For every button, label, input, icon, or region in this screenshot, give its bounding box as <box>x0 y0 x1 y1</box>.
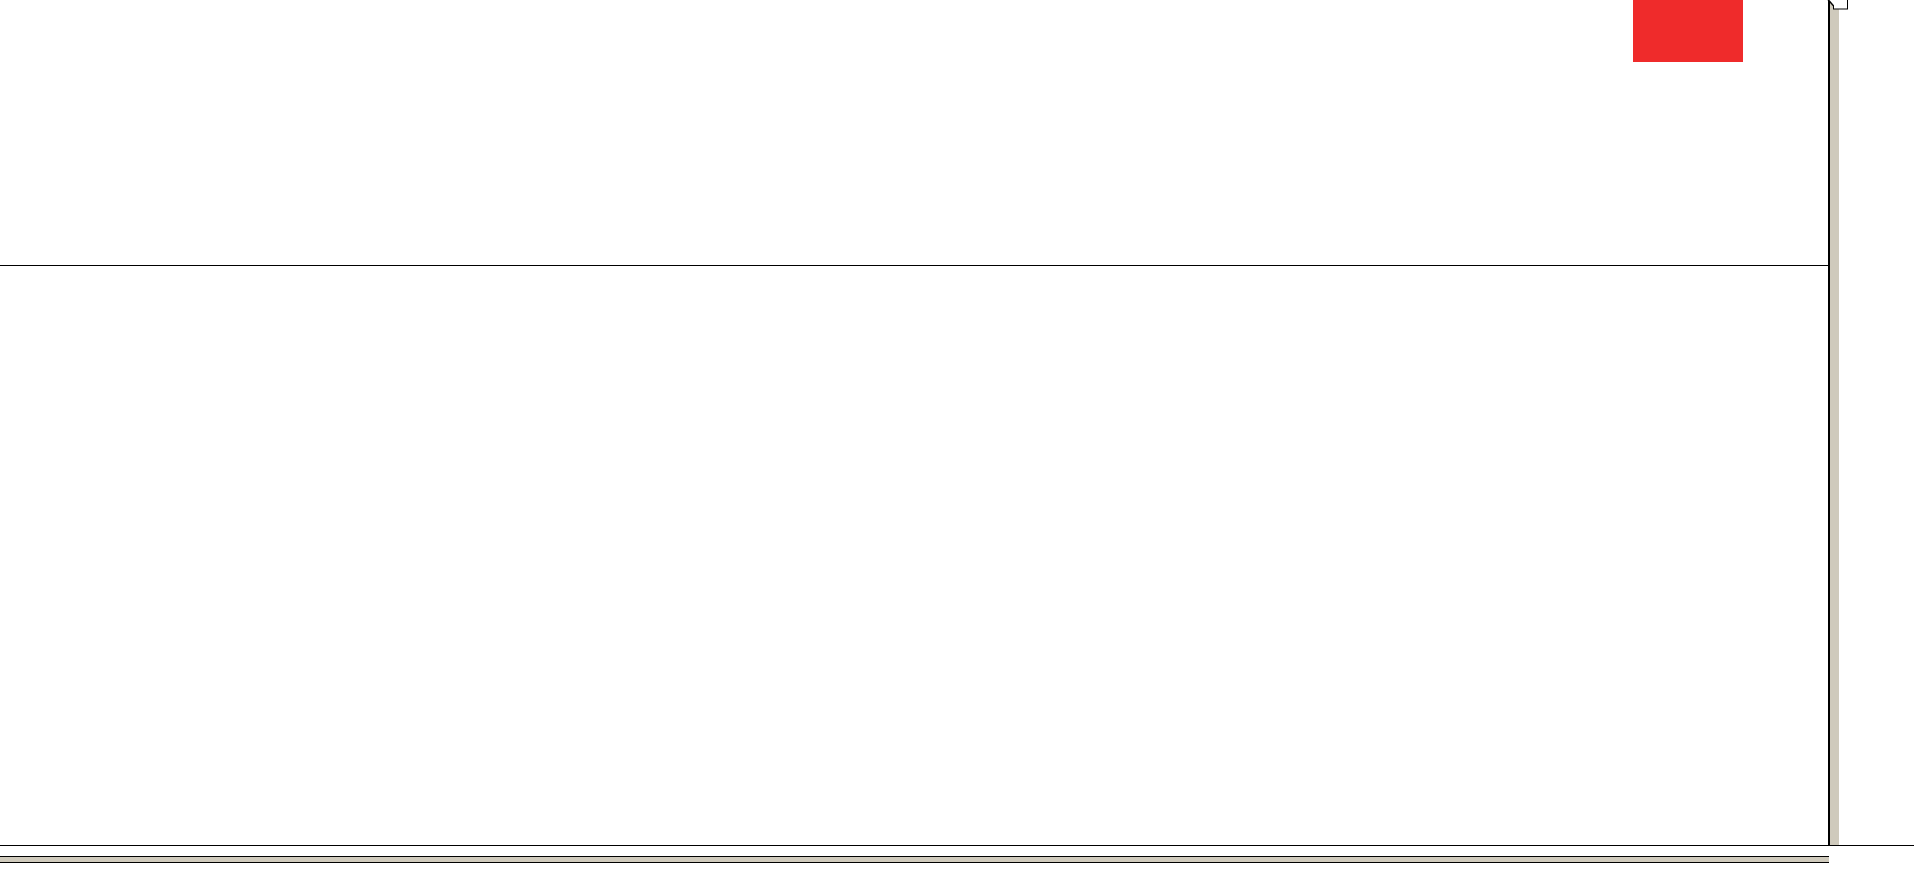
price-axis-tick-band <box>1830 0 1839 845</box>
price-badge-pointer-inner <box>1829 0 1835 7</box>
price-axis[interactable] <box>1827 0 1914 845</box>
price-series-overlay <box>0 0 1828 845</box>
fxpro-logo <box>1633 0 1743 62</box>
price-chart-plot-area[interactable] <box>0 0 1829 845</box>
time-axis[interactable] <box>0 845 1914 886</box>
current-price-badge <box>1827 0 1848 10</box>
time-axis-band <box>0 856 1829 863</box>
plot-inner <box>0 0 1828 845</box>
current-price-line <box>0 265 1828 266</box>
